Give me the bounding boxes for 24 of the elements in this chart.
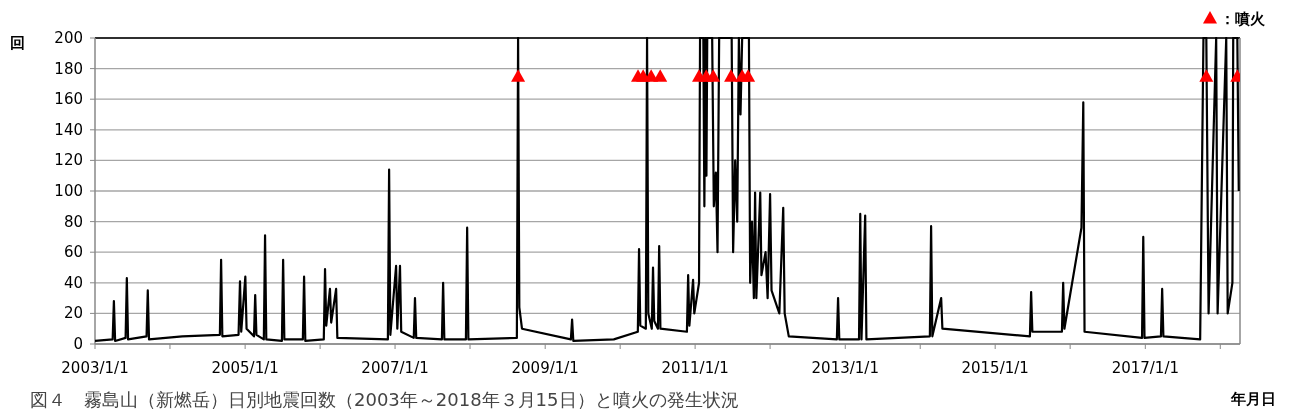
y-tick-label: 0 <box>73 335 83 353</box>
x-tick-label: 2013/1/1 <box>811 359 879 377</box>
y-tick-label: 20 <box>63 304 83 323</box>
y-tick-label: 100 <box>54 182 83 200</box>
y-tick-label: 180 <box>54 59 83 78</box>
y-tick-label: 140 <box>54 120 83 139</box>
x-tick-label: 2009/1/1 <box>511 359 579 377</box>
x-axis-title: 年月日 <box>1229 390 1276 408</box>
y-tick-label: 160 <box>54 90 83 109</box>
legend-label: ：噴火 <box>1220 10 1266 28</box>
y-tick-label: 120 <box>54 151 83 170</box>
y-tick-label: 40 <box>63 273 83 292</box>
x-tick-label: 2007/1/1 <box>361 359 429 377</box>
legend: ：噴火 <box>1203 10 1265 28</box>
y-tick-label: 80 <box>63 212 83 231</box>
x-tick-label: 2017/1/1 <box>1111 359 1180 377</box>
y-tick-label: 200 <box>54 29 83 47</box>
x-tick-label: 2005/1/1 <box>211 359 279 377</box>
caption: 図４ 霧島山（新燃岳）日別地震回数（2003年～2018年３月15日）と噴火の発生状況 <box>30 389 739 410</box>
y-axis-title: 回 <box>9 34 25 52</box>
x-tick-label: 2003/1/1 <box>61 359 129 377</box>
y-tick-label: 60 <box>63 243 83 262</box>
x-tick-label: 2015/1/1 <box>961 359 1029 377</box>
x-tick-label: 2011/1/1 <box>661 359 729 377</box>
